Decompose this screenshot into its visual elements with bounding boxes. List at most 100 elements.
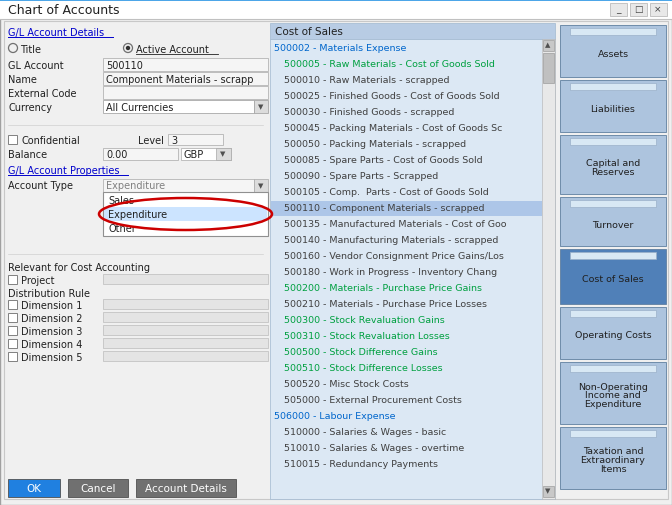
Text: □: □ (634, 5, 642, 14)
Text: 500050 - Packing Materials - scrapped: 500050 - Packing Materials - scrapped (284, 140, 466, 148)
Bar (8, 300, 17, 310)
Text: Chart of Accounts: Chart of Accounts (8, 4, 120, 17)
Text: OK: OK (26, 483, 42, 493)
Text: 500300 - Stock Revaluation Gains: 500300 - Stock Revaluation Gains (284, 316, 445, 324)
Text: 506000 - Labour Expense: 506000 - Labour Expense (274, 411, 396, 420)
Text: 505000 - External Procurement Costs: 505000 - External Procurement Costs (284, 395, 462, 404)
Bar (630, 4, 647, 17)
Bar (610, 4, 627, 17)
Text: _: _ (616, 5, 620, 14)
Bar (103, 101, 254, 114)
Text: Reserves: Reserves (591, 168, 635, 177)
Text: 500160 - Vendor Consignment Price Gains/Los: 500160 - Vendor Consignment Price Gains/… (284, 251, 504, 261)
Text: 3: 3 (171, 136, 177, 146)
Text: Capital and: Capital and (586, 159, 640, 168)
Bar (570, 29, 656, 36)
Text: Items: Items (599, 465, 626, 474)
Bar (103, 148, 178, 161)
Text: 510010 - Salaries & Wages - overtime: 510010 - Salaries & Wages - overtime (284, 443, 464, 452)
Bar (103, 351, 268, 361)
Text: Dimension 2: Dimension 2 (21, 314, 83, 323)
Text: 500085 - Spare Parts - Cost of Goods Sold: 500085 - Spare Parts - Cost of Goods Sol… (284, 156, 482, 165)
Bar (560, 427, 666, 489)
Text: Sales: Sales (108, 195, 134, 206)
Text: Expenditure: Expenditure (106, 181, 165, 190)
Text: Active Account: Active Account (136, 45, 209, 55)
Text: Turnover: Turnover (592, 220, 634, 229)
Text: G/L Account Details: G/L Account Details (8, 28, 104, 38)
Text: ▼: ▼ (545, 487, 550, 493)
Text: Dimension 5: Dimension 5 (21, 352, 83, 362)
Text: Cost of Sales: Cost of Sales (582, 275, 644, 284)
Text: Dimension 3: Dimension 3 (21, 326, 83, 336)
Text: Confidential: Confidential (21, 136, 80, 146)
Text: 500500 - Stock Difference Gains: 500500 - Stock Difference Gains (284, 347, 437, 357)
Bar (136, 479, 236, 497)
Text: All Currencies: All Currencies (106, 103, 173, 113)
Text: 500030 - Finished Goods - scrapped: 500030 - Finished Goods - scrapped (284, 108, 454, 117)
Bar (543, 54, 554, 84)
Bar (650, 4, 667, 17)
Text: GBP: GBP (183, 149, 203, 160)
Text: Currency: Currency (8, 103, 52, 113)
Bar (216, 148, 231, 161)
Bar (103, 338, 268, 348)
Bar (560, 197, 666, 246)
Text: Operating Costs: Operating Costs (575, 331, 651, 340)
Bar (103, 180, 254, 192)
Text: Cost of Sales: Cost of Sales (275, 27, 343, 37)
Text: 500210 - Materials - Purchase Price Losses: 500210 - Materials - Purchase Price Loss… (284, 299, 487, 309)
Bar (570, 430, 656, 437)
Bar (0, 0, 672, 2)
Text: Other: Other (108, 224, 136, 233)
Text: 510015 - Redundancy Payments: 510015 - Redundancy Payments (284, 459, 438, 468)
Text: Dimension 1: Dimension 1 (21, 300, 83, 311)
Bar (103, 73, 268, 86)
Text: Level: Level (138, 136, 164, 146)
Text: ▲: ▲ (545, 42, 550, 48)
Bar (103, 299, 268, 310)
Bar (570, 311, 656, 317)
Bar (103, 274, 268, 284)
Bar (570, 139, 656, 146)
Text: 500005 - Raw Materials - Cost of Goods Sold: 500005 - Raw Materials - Cost of Goods S… (284, 60, 495, 69)
Bar (104, 208, 267, 222)
Text: 500200 - Materials - Purchase Price Gains: 500200 - Materials - Purchase Price Gain… (284, 283, 482, 292)
Text: 500045 - Packing Materials - Cost of Goods Sc: 500045 - Packing Materials - Cost of Goo… (284, 124, 503, 133)
Text: 500105 - Comp.  Parts - Cost of Goods Sold: 500105 - Comp. Parts - Cost of Goods Sol… (284, 188, 489, 196)
Bar (570, 252, 656, 260)
Text: 500135 - Manufactured Materials - Cost of Goo: 500135 - Manufactured Materials - Cost o… (284, 220, 507, 229)
Bar (8, 314, 17, 322)
Bar (254, 180, 268, 192)
Text: Liabilities: Liabilities (591, 105, 636, 113)
Bar (560, 136, 666, 194)
Bar (8, 479, 60, 497)
Bar (103, 313, 268, 322)
Bar (270, 40, 555, 499)
Text: Title: Title (20, 45, 41, 55)
Text: Expenditure: Expenditure (585, 400, 642, 409)
Bar (560, 81, 666, 133)
Bar (168, 135, 223, 146)
Text: Expenditure: Expenditure (108, 210, 167, 220)
Text: 500140 - Manufacturing Materials - scrapped: 500140 - Manufacturing Materials - scrap… (284, 235, 499, 244)
Bar (270, 24, 555, 40)
Bar (8, 326, 17, 335)
Bar (570, 365, 656, 372)
Bar (103, 192, 268, 236)
Text: Cancel: Cancel (80, 483, 116, 493)
Bar (8, 275, 17, 284)
Text: Account Type: Account Type (8, 181, 73, 190)
Bar (560, 26, 666, 78)
Text: 500310 - Stock Revaluation Losses: 500310 - Stock Revaluation Losses (284, 331, 450, 340)
Bar (570, 84, 656, 91)
Text: 500025 - Finished Goods - Cost of Goods Sold: 500025 - Finished Goods - Cost of Goods … (284, 92, 499, 101)
Text: G/L Account Properties: G/L Account Properties (8, 166, 120, 176)
Text: 510000 - Salaries & Wages - basic: 510000 - Salaries & Wages - basic (284, 427, 446, 436)
Bar (543, 486, 554, 497)
Text: Taxation and: Taxation and (583, 446, 643, 456)
Text: 500010 - Raw Materials - scrapped: 500010 - Raw Materials - scrapped (284, 76, 450, 85)
Bar (560, 362, 666, 424)
Text: Non-Operating: Non-Operating (578, 382, 648, 391)
Bar (8, 352, 17, 361)
